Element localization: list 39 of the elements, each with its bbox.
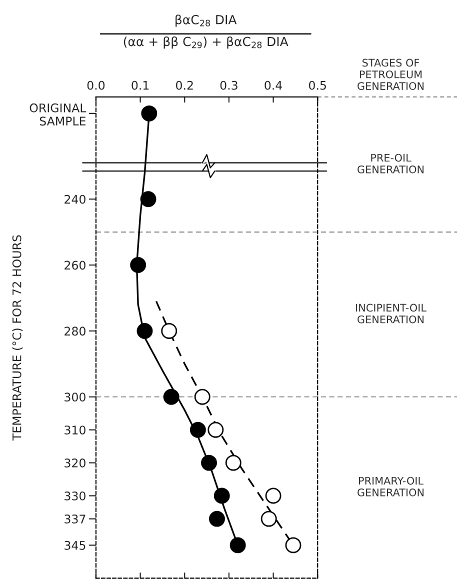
x-tick-label: 0.5 — [309, 80, 326, 90]
y-tick-label: ORIGINAL SAMPLE — [30, 103, 86, 126]
y-tick-label: 260 — [64, 260, 86, 270]
point — [141, 105, 158, 122]
point — [130, 257, 146, 274]
x-tick-label: 0.3 — [220, 80, 238, 90]
y-tick-label: 280 — [64, 326, 86, 336]
y-tick-label: 320 — [64, 458, 86, 468]
y-tick-label: 240 — [64, 194, 86, 204]
point — [209, 510, 225, 527]
text: βαC$_{28}$ DIA (αα + ββ C$_{29}$) + βαC$_{28}$ DIA — [124, 14, 288, 49]
y-tick-label: 345 — [64, 540, 86, 550]
text: PRIMARY-OIL GENERATION — [358, 476, 424, 496]
text: STAGES OF PETROLEUM GENERATION — [358, 58, 424, 90]
y-axis-title: TEMPERATURE (°C) FOR 72 HOURS — [12, 235, 23, 441]
text: PRE-OIL GENERATION — [358, 154, 424, 174]
point — [225, 454, 242, 471]
y-tick-label: 337 — [64, 514, 86, 524]
y-tick-label: 300 — [64, 392, 86, 402]
point — [161, 322, 178, 339]
point — [285, 537, 302, 554]
y-tick-label: 330 — [64, 491, 86, 500]
x-tick-label: 0.2 — [176, 80, 193, 90]
point — [230, 537, 246, 554]
x-tick-label: 0.4 — [264, 80, 282, 90]
x-tick-label: 0.0 — [87, 80, 105, 90]
text: INCIPIENT-OIL GENERATION — [356, 304, 426, 324]
point — [260, 510, 277, 527]
point — [136, 322, 153, 339]
x-tick-label: 0.1 — [132, 80, 149, 90]
point — [265, 488, 282, 504]
point — [201, 454, 217, 471]
point — [214, 488, 230, 504]
point — [140, 191, 156, 208]
point — [163, 388, 180, 405]
point — [194, 388, 210, 405]
point — [190, 422, 206, 438]
point — [208, 422, 224, 438]
y-tick-label: 310 — [64, 426, 86, 434]
